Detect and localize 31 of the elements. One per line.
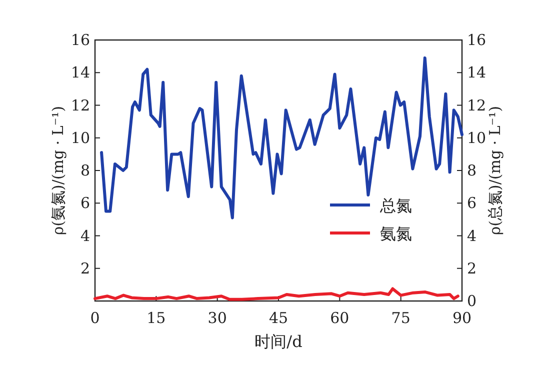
y2-tick-label: 4 (467, 226, 477, 245)
y-tick-label: 4 (80, 226, 90, 245)
y2-tick-label: 16 (467, 31, 486, 49)
x-tick-label: 30 (208, 309, 227, 327)
y-tick-label: 12 (70, 96, 90, 114)
y2-tick-label: 8 (467, 162, 477, 180)
y-tick-label: 16 (70, 31, 90, 49)
legend-label: 总氮 (379, 196, 412, 215)
y2-tick-label: 6 (467, 194, 477, 212)
line-series (100, 56, 464, 220)
y2-tick-label: 10 (467, 128, 486, 147)
x-tick-label: 0 (90, 309, 100, 327)
y-tick-label: 8 (80, 162, 90, 180)
x-tick-label: 45 (268, 309, 288, 327)
y2-tick-label: 12 (467, 96, 486, 114)
y2-axis-title: ρ(总氮)/(mg · L⁻¹) (486, 106, 504, 236)
y-tick-label: 14 (70, 64, 90, 82)
y-axis-title: ρ(氨氮)/(mg · L⁻¹) (49, 106, 67, 236)
x-tick-label: 15 (146, 309, 166, 327)
x-tick-label: 90 (452, 309, 472, 327)
y2-tick-label: 2 (467, 259, 477, 278)
y-tick-label: 6 (80, 194, 90, 212)
legend-label: 氨氮 (380, 224, 412, 243)
y-tick-label: 2 (80, 259, 90, 278)
line-series (94, 287, 460, 301)
y-tick-label: 10 (70, 128, 90, 147)
x-axis-title: 时间/d (254, 332, 302, 351)
y2-tick-label: 0 (467, 292, 477, 310)
x-tick-label: 60 (330, 309, 350, 327)
y2-tick-label: 14 (467, 64, 486, 82)
x-tick-label: 75 (391, 309, 410, 327)
